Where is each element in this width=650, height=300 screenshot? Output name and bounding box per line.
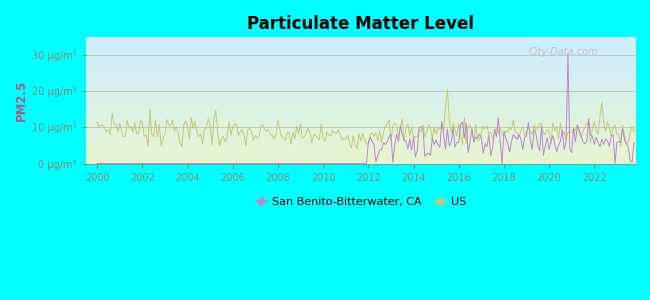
Legend: San Benito-Bitterwater, CA, US: San Benito-Bitterwater, CA, US <box>250 192 471 211</box>
Title: Particulate Matter Level: Particulate Matter Level <box>247 15 474 33</box>
Y-axis label: PM2.5: PM2.5 <box>15 80 28 121</box>
Text: City-Data.com: City-Data.com <box>529 47 599 58</box>
